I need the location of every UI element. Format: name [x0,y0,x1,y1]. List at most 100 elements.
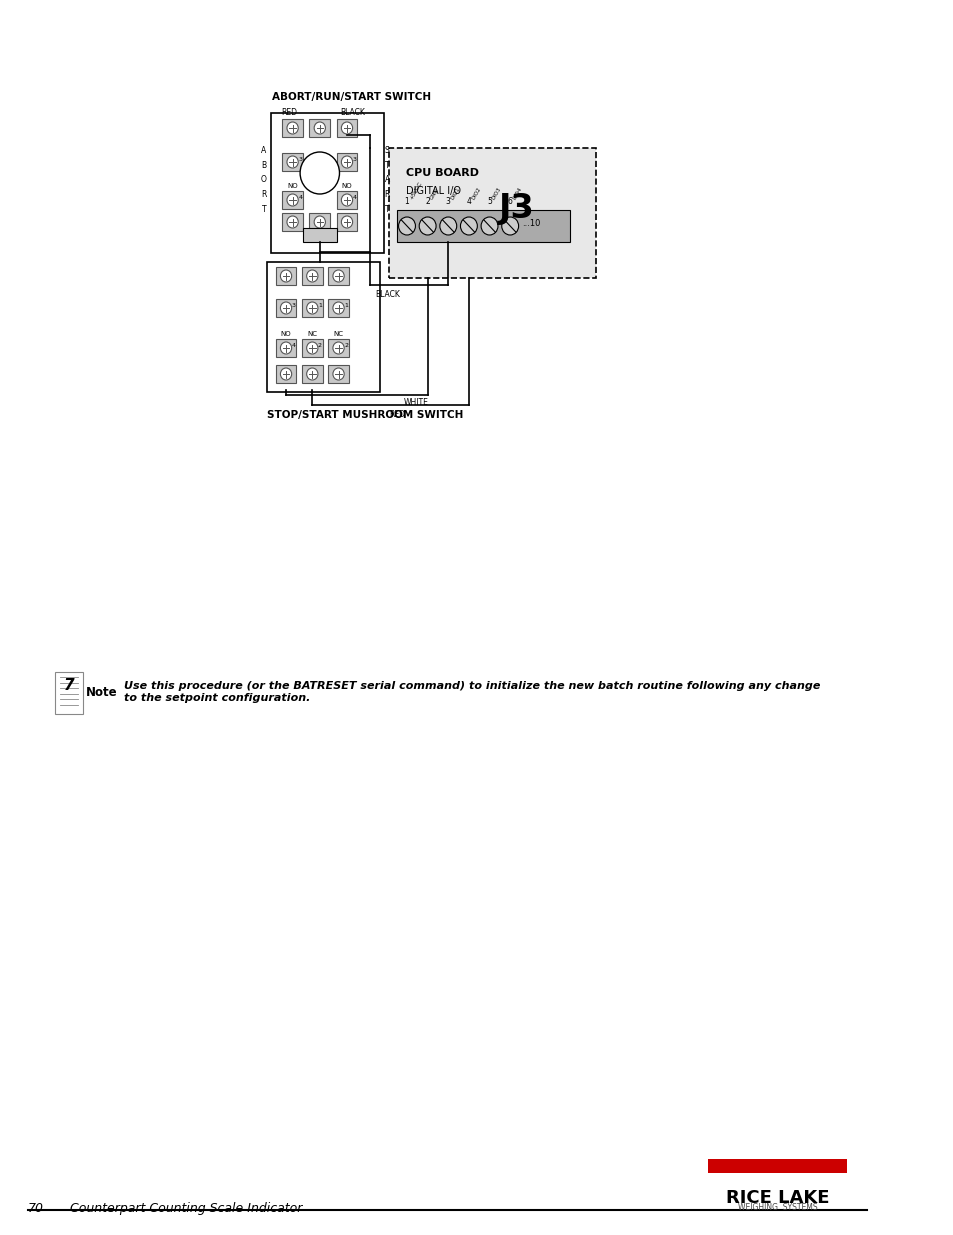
FancyBboxPatch shape [275,338,296,357]
FancyBboxPatch shape [302,366,322,383]
Text: BLACK: BLACK [340,107,365,117]
Circle shape [314,122,325,135]
FancyBboxPatch shape [282,191,303,209]
Circle shape [314,216,325,228]
FancyBboxPatch shape [303,228,336,242]
Circle shape [306,368,317,380]
Circle shape [287,122,298,135]
Text: ABORT/RUN/START SWITCH: ABORT/RUN/START SWITCH [272,91,431,103]
Text: ...10: ...10 [522,220,540,228]
Text: DIO3: DIO3 [491,185,502,200]
FancyBboxPatch shape [275,299,296,317]
FancyBboxPatch shape [309,212,330,231]
Text: 3: 3 [292,303,295,308]
Text: 2: 2 [344,343,348,348]
Text: 3: 3 [353,157,356,162]
Circle shape [306,270,317,282]
Circle shape [439,217,456,235]
FancyBboxPatch shape [282,153,303,170]
Text: NC: NC [334,331,343,337]
FancyBboxPatch shape [328,366,349,383]
Circle shape [501,217,518,235]
Text: Use this procedure (or the BATRESET serial command) to initialize the new batch : Use this procedure (or the BATRESET seri… [124,680,820,703]
Circle shape [287,216,298,228]
Circle shape [306,342,317,354]
FancyBboxPatch shape [55,672,83,714]
Circle shape [280,368,292,380]
Text: J3: J3 [498,191,534,225]
FancyBboxPatch shape [302,338,322,357]
Circle shape [398,217,415,235]
Text: NO: NO [341,183,352,189]
Text: NC: NC [307,331,317,337]
Text: BLACK: BLACK [375,290,399,299]
FancyBboxPatch shape [302,299,322,317]
Circle shape [280,303,292,314]
Circle shape [300,152,339,194]
Text: CPU BOARD: CPU BOARD [406,168,478,178]
Text: 3: 3 [445,198,450,206]
Text: DIO1: DIO1 [450,185,461,200]
Text: NO: NO [280,331,291,337]
FancyBboxPatch shape [282,212,303,231]
Circle shape [341,156,353,168]
Circle shape [287,194,298,206]
FancyBboxPatch shape [396,210,570,242]
Circle shape [418,217,436,235]
FancyBboxPatch shape [271,112,383,253]
Circle shape [280,342,292,354]
Text: DIO2: DIO2 [470,185,481,200]
FancyBboxPatch shape [389,148,595,278]
Circle shape [341,194,353,206]
FancyBboxPatch shape [336,191,357,209]
FancyBboxPatch shape [275,267,296,285]
Text: WHITE: WHITE [403,398,428,408]
Text: 6: 6 [507,198,512,206]
Text: STOP/START MUSHROOM SWITCH: STOP/START MUSHROOM SWITCH [267,410,463,420]
FancyBboxPatch shape [336,212,357,231]
FancyBboxPatch shape [336,119,357,137]
Circle shape [287,156,298,168]
Circle shape [341,216,353,228]
Text: 3: 3 [298,157,302,162]
Circle shape [333,368,344,380]
Text: 2: 2 [425,198,430,206]
FancyBboxPatch shape [328,267,349,285]
Text: 1: 1 [404,198,409,206]
FancyBboxPatch shape [309,119,330,137]
FancyBboxPatch shape [275,366,296,383]
Circle shape [306,303,317,314]
Text: NO: NO [287,183,297,189]
FancyBboxPatch shape [336,153,357,170]
Text: DIGITAL I/O: DIGITAL I/O [406,186,460,196]
Text: 4: 4 [298,195,302,200]
FancyBboxPatch shape [328,338,349,357]
Text: 70: 70 [28,1202,44,1215]
Circle shape [480,217,497,235]
Circle shape [280,270,292,282]
Text: GND: GND [429,186,439,200]
FancyBboxPatch shape [707,1158,846,1173]
Text: 4: 4 [292,343,295,348]
FancyBboxPatch shape [328,299,349,317]
Circle shape [341,122,353,135]
Text: 2: 2 [317,343,321,348]
Text: Note: Note [86,687,118,699]
Text: A
B
O
R
T: A B O R T [260,146,266,214]
Circle shape [333,342,344,354]
Text: S
T
A
R
T: S T A R T [384,146,390,214]
Text: 1: 1 [344,303,348,308]
Text: 5: 5 [487,198,492,206]
Text: 7: 7 [64,678,74,693]
Circle shape [333,303,344,314]
Text: Counterpart Counting Scale Indicator: Counterpart Counting Scale Indicator [71,1202,302,1215]
Text: RICE LAKE: RICE LAKE [725,1189,828,1207]
Circle shape [460,217,476,235]
Text: 1: 1 [317,303,321,308]
FancyBboxPatch shape [282,119,303,137]
Text: RED: RED [281,107,297,117]
Text: +5VDC: +5VDC [409,180,423,200]
FancyBboxPatch shape [267,262,379,391]
Circle shape [333,270,344,282]
FancyBboxPatch shape [302,267,322,285]
